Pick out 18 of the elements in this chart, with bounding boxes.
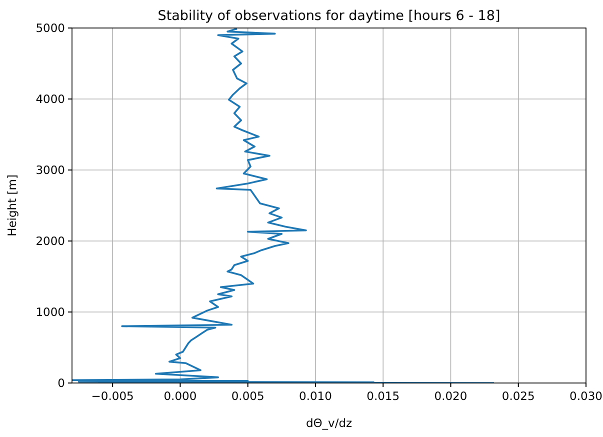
line-series xyxy=(72,28,495,383)
x-tick-label: 0.025 xyxy=(502,389,535,403)
x-tick-label: 0.020 xyxy=(434,389,468,403)
y-tick-label: 5000 xyxy=(36,21,65,35)
x-axis-title: dΘ_v/dz xyxy=(306,416,352,430)
x-tick-label: 0.015 xyxy=(366,389,400,403)
y-tick-label: 0 xyxy=(58,376,65,390)
y-axis-title: Height [m] xyxy=(5,174,19,236)
x-tick-label: 0.030 xyxy=(570,389,602,403)
chart-title: Stability of observations for daytime [hours 6 - 18] xyxy=(158,8,500,24)
y-tick-label: 3000 xyxy=(36,163,65,177)
x-tick-label: −0.005 xyxy=(91,389,134,403)
y-tick-label: 4000 xyxy=(36,92,65,106)
x-tick-label: 0.005 xyxy=(231,389,264,403)
x-tick-label: 0.010 xyxy=(299,389,332,403)
x-tick-label: 0.000 xyxy=(164,389,197,403)
y-tick-label: 1000 xyxy=(36,305,65,319)
y-tick-label: 2000 xyxy=(36,234,65,248)
